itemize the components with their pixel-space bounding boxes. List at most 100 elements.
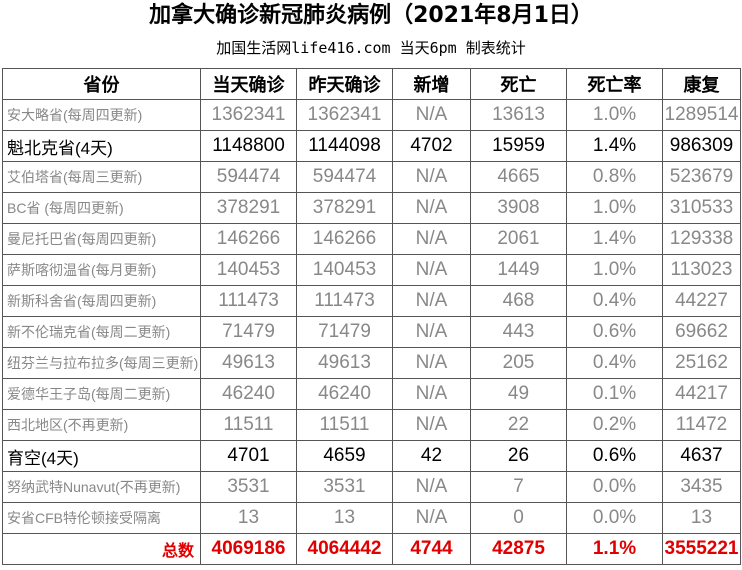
table-row: 萨斯喀彻温省(每月更新) 140453 140453 N/A 1449 1.0% 11302… xyxy=(2,254,741,286)
value-cell: 13 xyxy=(200,502,297,534)
province-cell: 曼尼托巴省(每周四更新) xyxy=(2,223,201,255)
table-row: 纽芬兰与拉布拉多(每周三更新) 49613 49613 N/A 205 0.4% 25162 xyxy=(2,347,741,379)
value-cell: 71479 xyxy=(296,316,393,348)
value-cell: 3555221 xyxy=(662,533,741,565)
column-header: 昨天确诊 xyxy=(296,68,393,100)
value-cell: N/A xyxy=(392,378,471,410)
province-cell: 西北地区(不再更新) xyxy=(2,409,201,441)
value-cell: 4659 xyxy=(296,440,393,472)
column-header: 死亡率 xyxy=(566,68,663,100)
value-cell: 4744 xyxy=(392,533,471,565)
title: 加拿大确诊新冠肺炎病例（2021年8月1日） xyxy=(149,3,593,28)
value-cell: 0.4% xyxy=(566,285,663,317)
value-cell: 26 xyxy=(470,440,567,472)
value-cell: 0.4% xyxy=(566,347,663,379)
value-cell: N/A xyxy=(392,347,471,379)
column-header: 当天确诊 xyxy=(200,68,297,100)
value-cell: 49613 xyxy=(296,347,393,379)
province-cell: 萨斯喀彻温省(每月更新) xyxy=(2,254,201,286)
value-cell: 140453 xyxy=(296,254,393,286)
value-cell: 0.1% xyxy=(566,378,663,410)
value-cell: 0.0% xyxy=(566,471,663,503)
province-cell: 艾伯塔省(每周三更新) xyxy=(2,161,201,193)
value-cell: 140453 xyxy=(200,254,297,286)
value-cell: 11472 xyxy=(662,409,741,441)
table-row: 安省CFB特伦顿接受隔离 13 13 N/A 0 0.0% 13 xyxy=(2,502,741,534)
value-cell: 49 xyxy=(470,378,567,410)
table-row: 安大略省(每周四更新) 1362341 1362341 N/A 13613 1.0% 128… xyxy=(2,99,741,131)
value-cell: 4637 xyxy=(662,440,741,472)
province-cell: 总数 xyxy=(2,533,201,565)
value-cell: 1362341 xyxy=(296,99,393,131)
column-header: 新增 xyxy=(392,68,471,100)
value-cell: 3908 xyxy=(470,192,567,224)
value-cell: 1.0% xyxy=(566,99,663,131)
value-cell: N/A xyxy=(392,471,471,503)
value-cell: 111473 xyxy=(296,285,393,317)
value-cell: 443 xyxy=(470,316,567,348)
province-cell: BC省 (每周四更新) xyxy=(2,192,201,224)
value-cell: 1.1% xyxy=(566,533,663,565)
value-cell: 44217 xyxy=(662,378,741,410)
table-row: 总数 4069186 4064442 4744 42875 1.1% 3555221 xyxy=(2,533,741,565)
value-cell: 378291 xyxy=(296,192,393,224)
value-cell: 146266 xyxy=(200,223,297,255)
value-cell: 13 xyxy=(662,502,741,534)
table-row: 新斯科舍省(每周四更新) 111473 111473 N/A 468 0.4% 44227 xyxy=(2,285,741,317)
value-cell: 1148800 xyxy=(200,130,297,162)
value-cell: 13 xyxy=(296,502,393,534)
value-cell: 2061 xyxy=(470,223,567,255)
table-row: 新不伦瑞克省(每周二更新) 71479 71479 N/A 443 0.6% 69662 xyxy=(2,316,741,348)
value-cell: N/A xyxy=(392,223,471,255)
province-cell: 育空(4天) xyxy=(2,440,201,472)
value-cell: 1.0% xyxy=(566,192,663,224)
value-cell: 15959 xyxy=(470,130,567,162)
subtitle: 加国生活网life416.com 当天6pm 制表统计 xyxy=(216,39,526,57)
value-cell: 310533 xyxy=(662,192,741,224)
value-cell: 378291 xyxy=(200,192,297,224)
value-cell: 11511 xyxy=(296,409,393,441)
value-cell: N/A xyxy=(392,409,471,441)
table-row: 育空(4天) 4701 4659 42 26 0.6% 4637 xyxy=(2,440,741,472)
province-cell: 爱德华王子岛(每周二更新) xyxy=(2,378,201,410)
value-cell: N/A xyxy=(392,99,471,131)
value-cell: 69662 xyxy=(662,316,741,348)
value-cell: 113023 xyxy=(662,254,741,286)
value-cell: 986309 xyxy=(662,130,741,162)
value-cell: 523679 xyxy=(662,161,741,193)
column-header: 省份 xyxy=(2,68,201,100)
value-cell: 1449 xyxy=(470,254,567,286)
province-cell: 新不伦瑞克省(每周二更新) xyxy=(2,316,201,348)
value-cell: 4701 xyxy=(200,440,297,472)
value-cell: 1.4% xyxy=(566,130,663,162)
value-cell: N/A xyxy=(392,285,471,317)
value-cell: 1.0% xyxy=(566,254,663,286)
province-cell: 安大略省(每周四更新) xyxy=(2,99,201,131)
table-row: 曼尼托巴省(每周四更新) 146266 146266 N/A 2061 1.4% 12933… xyxy=(2,223,741,255)
value-cell: N/A xyxy=(392,316,471,348)
value-cell: N/A xyxy=(392,254,471,286)
column-header: 死亡 xyxy=(470,68,567,100)
value-cell: N/A xyxy=(392,502,471,534)
value-cell: 3531 xyxy=(296,471,393,503)
table-row: 努纳武特Nunavut(不再更新) 3531 3531 N/A 7 0.0% 3435 xyxy=(2,471,741,503)
value-cell: 4702 xyxy=(392,130,471,162)
value-cell: 1.4% xyxy=(566,223,663,255)
value-cell: 1362341 xyxy=(200,99,297,131)
value-cell: 146266 xyxy=(296,223,393,255)
province-cell: 纽芬兰与拉布拉多(每周三更新) xyxy=(2,347,201,379)
table-row: 西北地区(不再更新) 11511 11511 N/A 22 0.2% 11472 xyxy=(2,409,741,441)
value-cell: N/A xyxy=(392,192,471,224)
value-cell: 0 xyxy=(470,502,567,534)
table-row: BC省 (每周四更新) 378291 378291 N/A 3908 1.0% 310533 xyxy=(2,192,741,224)
value-cell: 594474 xyxy=(200,161,297,193)
value-cell: 0.6% xyxy=(566,316,663,348)
table-row: 艾伯塔省(每周三更新) 594474 594474 N/A 4665 0.8% 523679 xyxy=(2,161,741,193)
value-cell: 1144098 xyxy=(296,130,393,162)
value-cell: 4665 xyxy=(470,161,567,193)
value-cell: 0.0% xyxy=(566,502,663,534)
province-cell: 新斯科舍省(每周四更新) xyxy=(2,285,201,317)
value-cell: 205 xyxy=(470,347,567,379)
table-row: 爱德华王子岛(每周二更新) 46240 46240 N/A 49 0.1% 44217 xyxy=(2,378,741,410)
value-cell: 44227 xyxy=(662,285,741,317)
